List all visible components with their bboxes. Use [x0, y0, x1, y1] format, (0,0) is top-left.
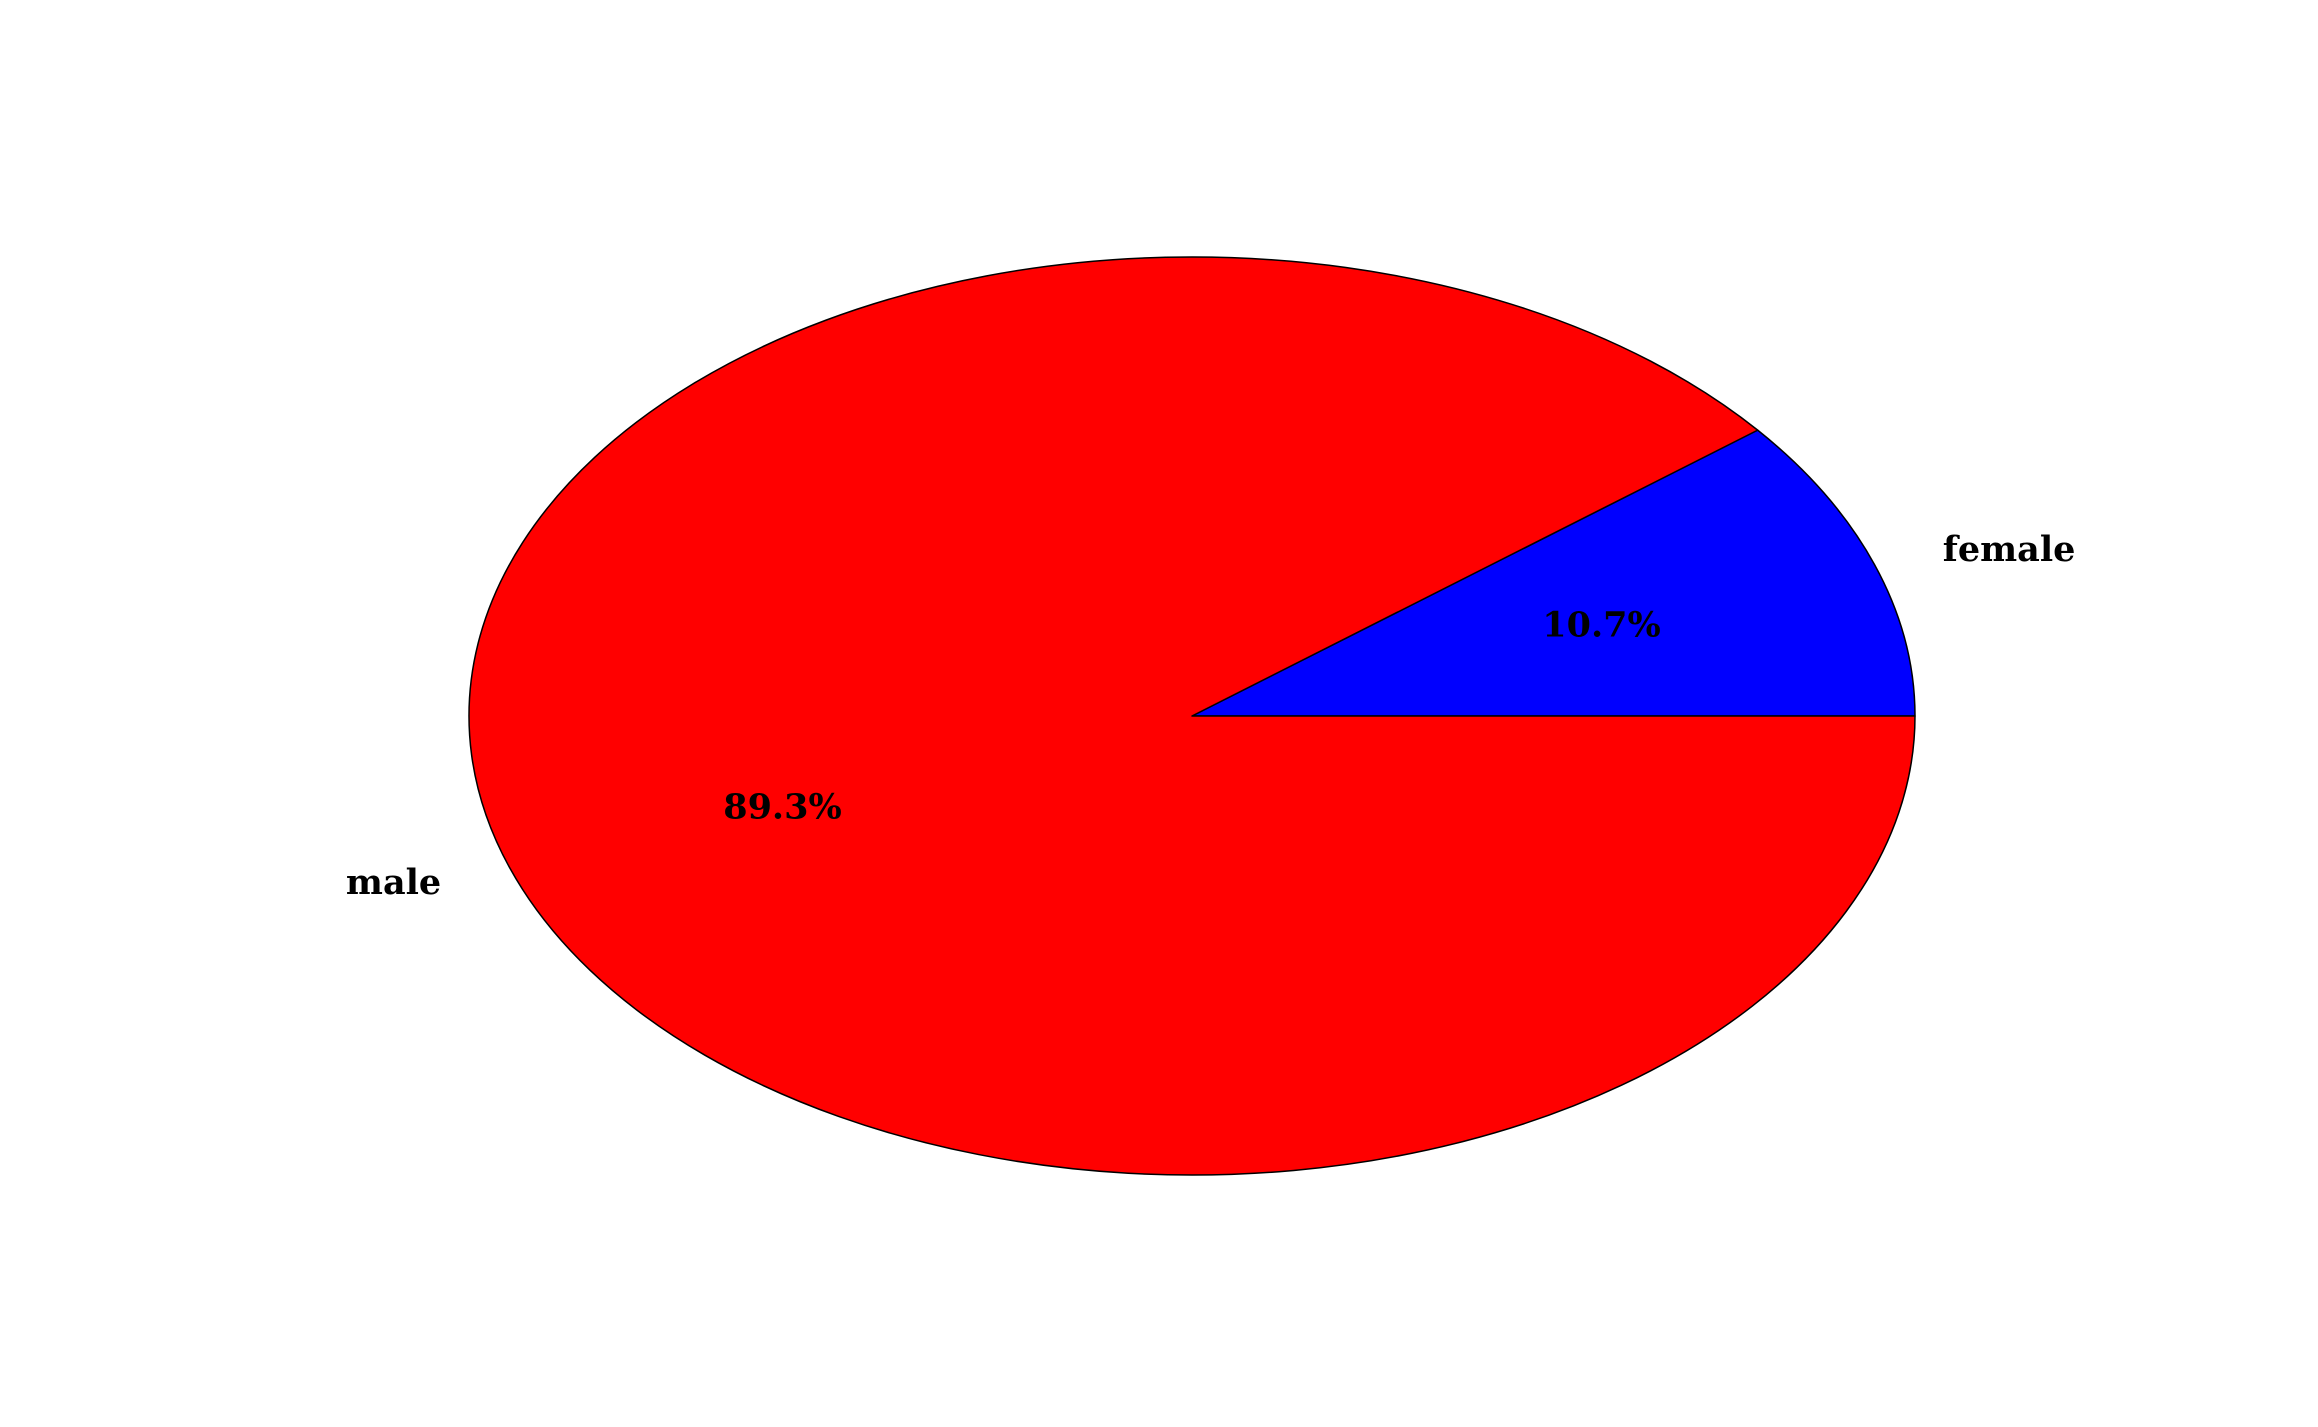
pct-label-female: 10.7% [1542, 605, 1661, 646]
pie-labels: 10.7% female 89.3% male [346, 529, 2075, 903]
pie-slice-male [468, 256, 1916, 1176]
pct-label-male: 89.3% [723, 786, 842, 827]
pie-slice-female [1191, 429, 1916, 717]
category-label-male: male [346, 862, 441, 903]
category-label-female: female [1943, 529, 2076, 570]
pie-slices [468, 256, 1916, 1176]
